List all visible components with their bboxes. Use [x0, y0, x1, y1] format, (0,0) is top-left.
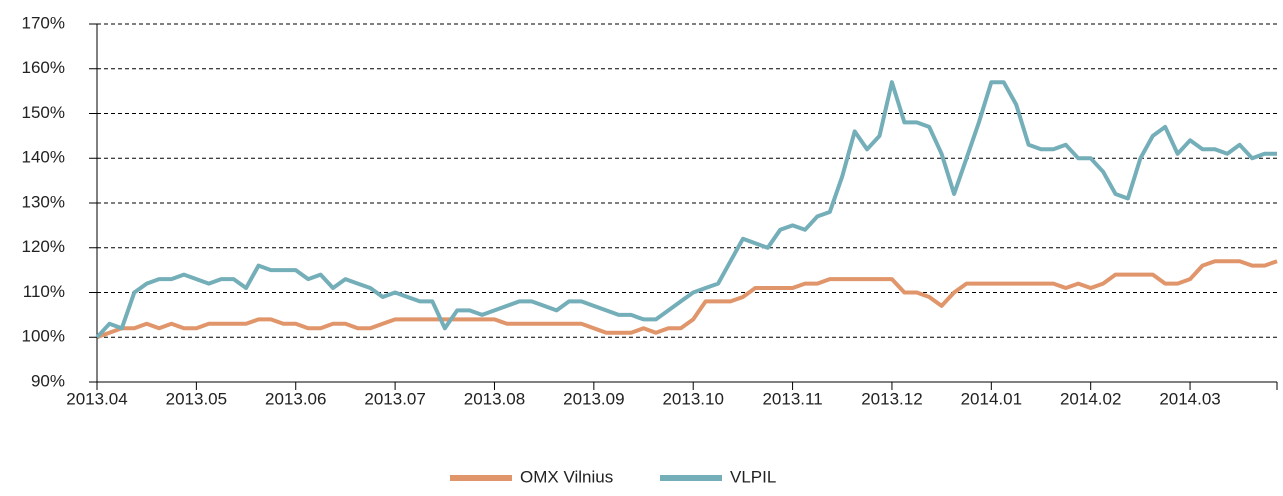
- x-tick-label: 2013.04: [66, 389, 127, 408]
- legend-label: VLPIL: [730, 467, 776, 486]
- y-tick-label: 120%: [22, 237, 65, 256]
- x-tick-label: 2013.09: [563, 389, 624, 408]
- y-tick-label: 130%: [22, 192, 65, 211]
- x-tick-label: 2013.07: [364, 389, 425, 408]
- x-tick-label: 2014.02: [1060, 389, 1121, 408]
- y-tick-label: 90%: [31, 371, 65, 390]
- y-tick-label: 160%: [22, 58, 65, 77]
- y-tick-label: 170%: [22, 13, 65, 32]
- y-tick-label: 100%: [22, 327, 65, 346]
- y-tick-label: 140%: [22, 148, 65, 167]
- legend-swatch: [450, 475, 512, 481]
- x-tick-label: 2013.10: [662, 389, 723, 408]
- legend-swatch: [660, 475, 722, 481]
- x-tick-label: 2013.06: [265, 389, 326, 408]
- x-tick-label: 2013.08: [464, 389, 525, 408]
- x-tick-label: 2014.01: [961, 389, 1022, 408]
- legend-label: OMX Vilnius: [520, 467, 613, 486]
- y-tick-label: 110%: [23, 282, 65, 301]
- series-line: [95, 80, 1277, 339]
- y-tick-label: 150%: [22, 103, 65, 122]
- x-tick-label: 2013.11: [762, 389, 822, 408]
- x-tick-label: 2013.12: [861, 389, 922, 408]
- x-tick-label: 2013.05: [166, 389, 227, 408]
- series-line: [96, 259, 1278, 340]
- x-tick-label: 2014.03: [1159, 389, 1220, 408]
